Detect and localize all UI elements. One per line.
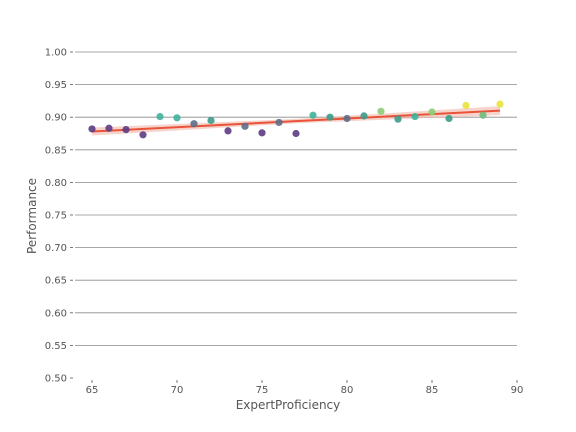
y-tick-label: 0.60 <box>45 308 67 319</box>
x-tick-label: 90 <box>511 385 524 396</box>
y-axis-label: Performance <box>25 178 39 254</box>
data-point <box>122 125 130 134</box>
data-point <box>377 107 385 115</box>
y-tick-label: 0.55 <box>45 341 67 352</box>
data-point <box>275 118 283 127</box>
data-point <box>173 114 181 122</box>
data-point <box>156 112 164 121</box>
data-point <box>207 116 215 125</box>
data-point <box>445 114 453 123</box>
x-tick-label: 85 <box>426 385 439 396</box>
data-point <box>309 111 317 119</box>
x-axis-label: ExpertProficiency <box>236 398 341 412</box>
data-point <box>292 129 300 138</box>
data-points <box>88 100 504 139</box>
x-axis-ticks: 65 70 75 80 85 90 <box>86 380 524 396</box>
data-point <box>139 131 147 139</box>
data-point <box>343 114 351 123</box>
data-point <box>258 129 266 137</box>
data-point <box>479 111 487 119</box>
data-point <box>224 127 232 135</box>
data-point <box>241 122 249 130</box>
data-point <box>360 112 368 120</box>
y-tick-label: 0.65 <box>45 276 67 287</box>
y-tick-label: 0.80 <box>45 178 67 189</box>
y-tick-label: 0.50 <box>45 374 67 385</box>
data-point <box>411 112 419 121</box>
y-tick-label: 1.00 <box>45 48 67 59</box>
y-tick-label: 0.95 <box>45 80 67 91</box>
data-point <box>326 113 334 121</box>
trendline <box>91 109 501 133</box>
data-point <box>105 124 113 132</box>
y-tick-label: 0.90 <box>45 113 67 124</box>
data-point <box>462 101 470 110</box>
x-tick-label: 75 <box>256 385 269 396</box>
data-point <box>88 125 96 133</box>
x-tick-label: 65 <box>86 385 99 396</box>
y-tick-label: 0.70 <box>45 243 67 254</box>
data-point <box>496 100 504 108</box>
y-tick-label: 0.85 <box>45 145 67 156</box>
y-axis-ticks: 0.50 0.55 0.60 0.65 0.70 0.75 0.80 0.85 0.90 0.95… <box>45 48 73 385</box>
y-tick-label: 0.75 <box>45 211 67 222</box>
x-tick-label: 70 <box>171 385 184 396</box>
gridlines <box>75 51 517 346</box>
data-point <box>190 120 198 128</box>
x-tick-label: 80 <box>341 385 354 396</box>
data-point <box>394 115 402 123</box>
data-point <box>428 108 436 116</box>
